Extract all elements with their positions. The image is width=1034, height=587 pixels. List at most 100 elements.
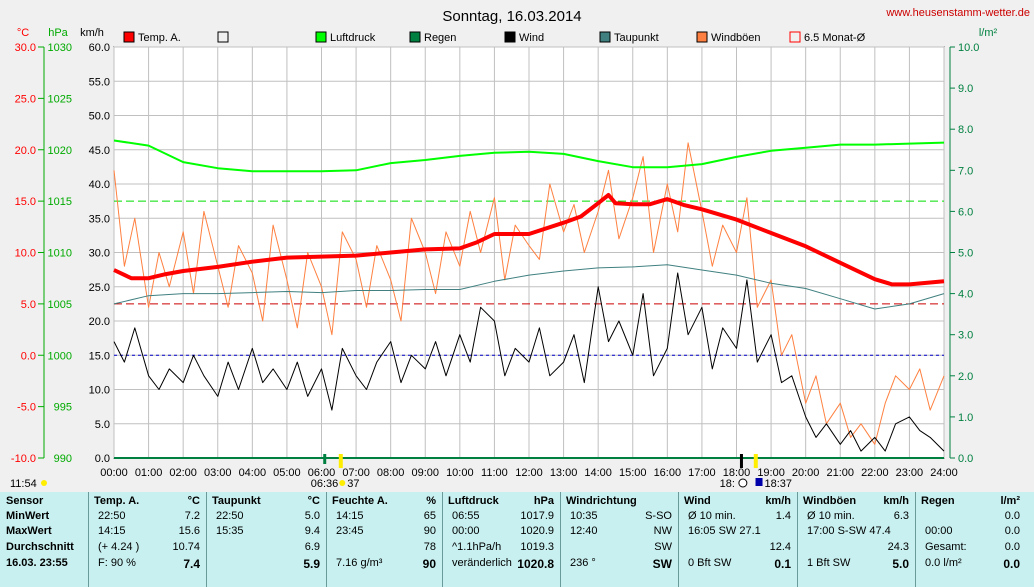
column-title: Taupunkt (212, 495, 261, 507)
cell-value: 90 (422, 557, 436, 571)
sunset-time-a: 18: (720, 478, 735, 490)
legend-label: Wind (519, 32, 544, 44)
column-unit: % (426, 495, 436, 507)
cell-value: S-SO (645, 510, 672, 522)
rain-tick-label: 2.0 (958, 371, 973, 383)
time-tick-label: 21:00 (826, 467, 854, 479)
cell-label: 16:05 SW 27.1 (688, 525, 761, 537)
unit-rain: l/m² (979, 27, 998, 39)
temp-tick-label: 0.0 (21, 350, 36, 362)
cell-label: 12:40 (570, 525, 598, 537)
time-tick-label: 14:00 (584, 467, 612, 479)
temp-tick-label: 15.0 (15, 196, 36, 208)
time-tick-label: 03:00 (204, 467, 232, 479)
kmh-tick-label: 45.0 (89, 145, 110, 157)
hpa-tick-label: 1025 (48, 93, 72, 105)
legend-label: Regen (424, 32, 456, 44)
column-unit: l/m² (1000, 495, 1020, 507)
series-windboeen (113, 142, 945, 445)
cell-value: 1019.3 (520, 541, 554, 553)
temp-tick-label: 10.0 (15, 248, 36, 260)
column-separator (88, 492, 89, 587)
unit-celsius: °C (17, 27, 29, 39)
cell-label: 06:55 (452, 510, 480, 522)
cell-label: 15:35 (216, 525, 244, 537)
cell-label: Ø 10 min. (688, 510, 736, 522)
kmh-tick-label: 55.0 (89, 76, 110, 88)
legend-label: Windböen (711, 32, 761, 44)
cell-label: 00:00 (925, 525, 953, 537)
temp-tick-label: -5.0 (17, 402, 36, 414)
cell-label: 0 Bft SW (688, 557, 732, 569)
cell-value: 6.3 (893, 510, 909, 522)
time-tick-label: 22:00 (861, 467, 889, 479)
kmh-tick-label: 5.0 (95, 419, 110, 431)
sunrise-marker (338, 454, 343, 468)
kmh-tick-label: 60.0 (89, 42, 110, 54)
rain-tick-label: 8.0 (958, 124, 973, 136)
cell-label: veränderlich (452, 557, 512, 569)
legend-swatch (789, 31, 801, 43)
time-tick-label: 06:00 (308, 467, 336, 479)
summary-table: Sensor MinWert MaxWert Durchschnitt 16.03. 2… (0, 492, 1034, 587)
cell-value: SW (652, 557, 672, 571)
cell-value: 1.4 (775, 510, 791, 522)
unit-hpa: hPa (48, 27, 68, 39)
time-tick-label: 15:00 (619, 467, 647, 479)
time-tick-label: 04:00 (239, 467, 267, 479)
cell-value: 12.4 (769, 541, 791, 553)
cell-value: 0.1 (774, 557, 791, 571)
row-label: Sensor (6, 495, 44, 507)
cell-label: 10:35 (570, 510, 598, 522)
reference-lines (114, 200, 944, 356)
series-temp (113, 193, 945, 287)
cell-value: 1020.8 (517, 557, 554, 571)
cell-label: 236 ° (570, 557, 596, 569)
sunrise-suffix: 37 (347, 478, 359, 490)
cell-label: ^1.1hPa/h (452, 541, 502, 553)
cell-value: 0.0 (1003, 557, 1020, 571)
row-label: MinWert (6, 510, 50, 522)
time-tick-label: 08:00 (377, 467, 405, 479)
rain-tick-label: 1.0 (958, 412, 973, 424)
chart-title: Sonntag, 16.03.2014 (442, 8, 581, 25)
temp-tick-label: 20.0 (15, 145, 36, 157)
column-unit: °C (307, 495, 320, 507)
cell-value: 1020.9 (520, 525, 554, 537)
cell-value: 0.0 (1004, 525, 1020, 537)
time-tick-label: 13:00 (550, 467, 578, 479)
legend-swatch (696, 31, 708, 43)
column-unit: hPa (533, 495, 554, 507)
cell-label: 22:50 (98, 510, 126, 522)
cell-label: 0.0 l/m² (925, 557, 962, 569)
sunrise-time: 06:36 (311, 478, 339, 490)
legend-swatch (409, 31, 421, 43)
sunrise-marker-b (323, 454, 327, 464)
cell-value: 24.3 (887, 541, 909, 553)
sunset-icon (755, 478, 763, 486)
axes-layer: 30.0 25.0 20.0 15.0 10.0 5.0 0.0 -5.0 -10.0 1030 1… (11, 42, 980, 479)
legend: Temp. A. Luftdruck Regen Wind Taupunkt Windbö… (123, 31, 866, 44)
column-title: Windrichtung (566, 495, 637, 507)
rain-tick-label: 6.0 (958, 206, 973, 218)
time-tick-label: 00:00 (100, 467, 128, 479)
rain-tick-label: 10.0 (958, 42, 979, 54)
weather-chart: 30.0 25.0 20.0 15.0 10.0 5.0 0.0 -5.0 -10.0 1030 1… (10, 7, 1030, 490)
time-tick-label: 23:00 (896, 467, 924, 479)
time-tick-label: 19:00 (757, 467, 785, 479)
kmh-tick-label: 35.0 (89, 213, 110, 225)
sunset-time-b: 18:37 (765, 478, 793, 490)
sunset-marker-b (753, 454, 758, 468)
legend-swatch (599, 31, 611, 43)
time-tick-label: 07:00 (342, 467, 370, 479)
cell-value: 0.0 (1004, 510, 1020, 522)
website-link[interactable]: www.heusenstamm-wetter.de (885, 7, 1030, 19)
hpa-tick-label: 995 (54, 402, 72, 414)
legend-swatch (217, 31, 229, 43)
time-tick-label: 24:00 (930, 467, 958, 479)
time-tick-label: 01:00 (135, 467, 163, 479)
series-wind (113, 272, 945, 452)
hpa-tick-label: 1030 (48, 42, 72, 54)
cell-value: 65 (423, 510, 436, 522)
cell-value: 7.2 (184, 510, 200, 522)
